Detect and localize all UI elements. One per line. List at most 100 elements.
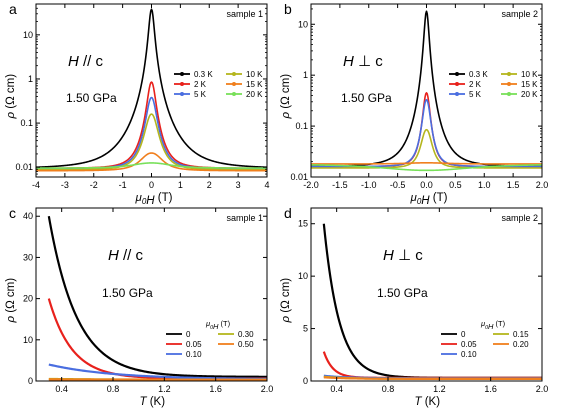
series-line-5K — [36, 96, 267, 170]
pressure-label: 1.50 GPa — [377, 286, 428, 300]
legend-label: 10 K — [521, 70, 538, 79]
y-tick-label: 1 — [28, 74, 33, 84]
series-line-0p3K — [311, 10, 542, 168]
legend-marker — [180, 72, 184, 76]
legend-item: 5 K — [449, 90, 482, 99]
legend-label: 15 K — [246, 80, 263, 89]
legend-title: μ0H (T) — [480, 319, 506, 331]
y-axis-label: ρ (Ω cm) — [280, 278, 292, 324]
panel-a: -4 -3 -2 -1 0 1 2 3 4 0.01 0.1 1 10 a sample 1 H // c 1.… — [5, 1, 270, 207]
legend: 0.3 K2 K5 K 10 K15 K20 K — [449, 70, 538, 99]
x-tick-label: 1.6 — [209, 384, 222, 394]
series-line-0p20 — [323, 376, 542, 380]
legend-marker — [232, 72, 236, 76]
pressure-label: 1.50 GPa — [66, 91, 117, 105]
x-tick-label: 1.2 — [433, 384, 446, 394]
legend-label: 0.3 K — [194, 70, 213, 79]
series-line-15K — [36, 152, 267, 172]
y-tick-label: 10 — [298, 19, 308, 29]
legend-marker — [507, 72, 511, 76]
x-tick-label: 2 — [207, 180, 212, 190]
panel-letter: d — [284, 205, 292, 221]
y-tick-label: 10 — [23, 30, 33, 40]
legend-item: 0.15 — [493, 330, 529, 339]
legend-item: 0 — [441, 330, 466, 339]
series-line-15K — [311, 162, 542, 165]
x-tick-label: 0.5 — [449, 180, 462, 190]
series-line-0p3K — [36, 8, 267, 169]
y-axis-label: ρ (Ω cm) — [280, 74, 292, 120]
legend-item: 0 — [166, 330, 191, 339]
pressure-label: 1.50 GPa — [102, 286, 153, 300]
x-tick-label: 1.2 — [158, 384, 171, 394]
legend-item: 0.3 K — [174, 70, 213, 79]
y-tick-label: 0.01 — [290, 172, 308, 182]
x-axis-label: μ0H (T) — [410, 192, 448, 207]
field-orientation-label: H ⊥ c — [343, 53, 383, 70]
legend-item: 0.50 — [218, 340, 254, 349]
x-tick-label: 0.0 — [420, 180, 433, 190]
y-tick-label: 20 — [23, 294, 33, 304]
panel-d: 0.4 0.8 1.2 1.6 2.0 0 5 10 15 d sample 2 H ⊥ c 1.50 … — [280, 205, 548, 408]
legend-item: 2 K — [449, 80, 482, 89]
legend-label: 0 — [461, 330, 466, 339]
legend: 0.3 K2 K5 K 10 K15 K20 K — [174, 70, 263, 99]
sample-label: sample 1 — [226, 213, 263, 223]
x-tick-label: -1.0 — [361, 180, 377, 190]
x-tick-label: 1.5 — [507, 180, 520, 190]
panel-c: 0.4 0.8 1.2 1.6 2.0 0 10 20 30 40 c sample 1 H // c 1… — [5, 205, 273, 408]
legend-label: 0.20 — [513, 340, 529, 349]
legend-label: 20 K — [246, 90, 263, 99]
legend-marker — [507, 82, 511, 86]
legend-item: 0.20 — [493, 340, 529, 349]
x-tick-label: -2 — [90, 180, 98, 190]
legend-label: 0.3 K — [469, 70, 488, 79]
x-tick-label: -0.5 — [390, 180, 406, 190]
legend-label: 0.10 — [461, 350, 477, 359]
y-tick-label: 0 — [303, 376, 308, 386]
x-tick-label: 0 — [149, 180, 154, 190]
x-tick-label: 2.0 — [261, 384, 274, 394]
panel-letter: c — [9, 205, 16, 221]
y-tick-label: 0.1 — [20, 118, 33, 128]
x-tick-label: 0.8 — [382, 384, 395, 394]
legend-item: 20 K — [501, 90, 538, 99]
legend-label: 0.05 — [461, 340, 477, 349]
series-line-20K — [36, 162, 267, 169]
y-tick-label: 40 — [23, 211, 33, 221]
x-tick-label: 1.0 — [478, 180, 491, 190]
legend-item: 0.3 K — [449, 70, 488, 79]
legend-label: 2 K — [194, 80, 207, 89]
legend-label: 0 — [186, 330, 191, 339]
x-tick-label: -2.0 — [303, 180, 319, 190]
panel-b: -2.0 -1.5 -1.0 -0.5 0.0 0.5 1.0 1.5 2.0 0.01 0.1 1 1… — [280, 1, 548, 207]
legend-label: 2 K — [469, 80, 482, 89]
x-axis-label: T (K) — [140, 396, 166, 408]
field-orientation-label: H ⊥ c — [383, 247, 423, 264]
series-group — [47, 216, 267, 381]
x-tick-label: 1 — [178, 180, 183, 190]
legend-item: 15 K — [501, 80, 538, 89]
plot-frame — [310, 207, 543, 382]
legend-marker — [507, 92, 511, 96]
y-tick-label: 5 — [303, 324, 308, 334]
y-tick-label: 0 — [28, 376, 33, 386]
legend-label: 0.50 — [238, 340, 254, 349]
legend-item: 0.05 — [166, 340, 202, 349]
legend-label: 0.10 — [186, 350, 202, 359]
series-line-0p10 — [48, 363, 267, 380]
x-tick-label: 2.0 — [536, 384, 549, 394]
y-tick-label: 15 — [298, 219, 308, 229]
legend-label: 10 K — [246, 70, 263, 79]
series-line-0p05 — [322, 351, 542, 379]
series-group — [36, 8, 267, 172]
x-tick-label: 3 — [236, 180, 241, 190]
y-tick-label: 10 — [298, 271, 308, 281]
legend-item: 10 K — [501, 70, 538, 79]
sample-label: sample 2 — [501, 213, 538, 223]
x-tick-label: 2.0 — [536, 180, 549, 190]
legend-marker — [455, 82, 459, 86]
legend-marker — [232, 92, 236, 96]
series-line-20K — [311, 164, 542, 172]
